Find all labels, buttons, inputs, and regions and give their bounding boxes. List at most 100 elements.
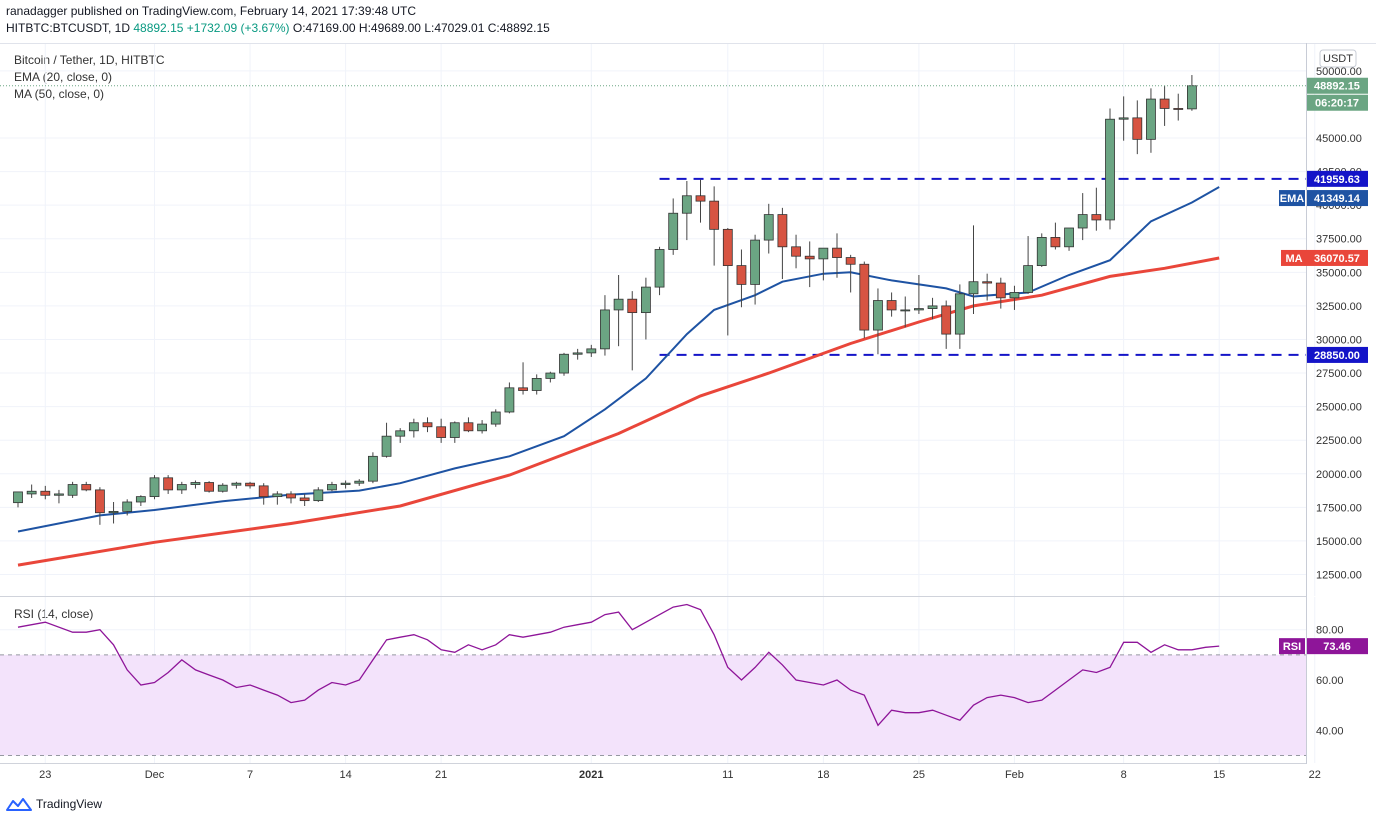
legend-ema[interactable]: EMA (20, close, 0) [14, 70, 113, 84]
candle [286, 491, 296, 504]
candle [463, 417, 474, 433]
candle [886, 292, 897, 317]
time-tick-label: 18 [817, 769, 829, 781]
candle-body [26, 490, 37, 495]
close-value: C:48892.15 [487, 21, 550, 35]
candle-body [982, 281, 993, 284]
candle-body [777, 214, 788, 248]
candle-body [408, 422, 419, 432]
candle-body [709, 200, 720, 230]
legend-ma[interactable]: MA (50, close, 0) [14, 87, 105, 101]
candle [13, 491, 23, 508]
candle [1064, 227, 1074, 251]
candle-body [832, 247, 842, 258]
candle [449, 421, 460, 443]
last-price-badge-box [1307, 77, 1368, 94]
tradingview-logo-icon [6, 798, 32, 811]
candle [954, 284, 965, 349]
ema-badge: 41349.14 [1307, 190, 1368, 207]
candle [190, 480, 201, 489]
top-border [0, 43, 1376, 44]
support-badge: 28850.00 [1307, 346, 1368, 363]
currency-badge: USDT [1319, 49, 1357, 68]
candle-body [504, 387, 515, 413]
candle-body [600, 309, 610, 350]
candle-body [954, 293, 965, 335]
support-badge-text: 28850.00 [1314, 350, 1360, 362]
candle [531, 374, 542, 395]
price-axis[interactable]: 50000.0045000.0042500.0040000.0037500.00… [1316, 66, 1362, 582]
candle [873, 288, 883, 355]
candle-body [81, 484, 92, 491]
candle [586, 344, 597, 357]
candle-body [108, 510, 119, 514]
candle [1118, 96, 1129, 141]
candle [504, 382, 515, 414]
time-axis[interactable]: 23 Dec 7 14 21 2021 11 18 25 Feb 8 15 22 [39, 769, 1321, 781]
support-badge-box [1307, 346, 1368, 363]
candle-body [149, 477, 160, 498]
candle-body [490, 411, 501, 425]
time-tick-label: Dec [145, 769, 165, 781]
candle [1173, 93, 1184, 121]
legend-title: Bitcoin / Tether, 1D, HITBTC [14, 53, 165, 67]
time-tick-label: 21 [435, 769, 447, 781]
candle-body [545, 372, 556, 379]
candle-body [176, 484, 187, 491]
candle [26, 484, 37, 498]
tradingview-watermark[interactable]: TradingView [6, 797, 102, 811]
candle-body [13, 491, 23, 504]
candle [518, 362, 528, 395]
candle-body [873, 300, 883, 331]
candle-body [340, 482, 351, 485]
candle [859, 261, 870, 339]
candle [245, 481, 255, 489]
watermark-label: TradingView [36, 797, 103, 811]
ma-badge-text: 36070.57 [1314, 253, 1360, 265]
candle [340, 480, 351, 489]
candle-body [40, 490, 51, 496]
candle-body [995, 282, 1006, 299]
rsi-line [17, 603, 1220, 727]
candle [818, 247, 829, 281]
candle [108, 501, 119, 524]
rsi-axis[interactable]: 80.00 60.00 40.00 [1316, 625, 1344, 738]
candle [436, 418, 447, 443]
candle [995, 277, 1006, 309]
candle [81, 481, 92, 492]
candle [668, 198, 679, 255]
candle-body [941, 305, 952, 335]
candle-body [1077, 214, 1088, 229]
candle [490, 409, 501, 427]
time-tick-label: Feb [1005, 769, 1024, 781]
candle-body [1132, 117, 1143, 140]
candle [1036, 233, 1047, 267]
ema-badge-box [1307, 190, 1368, 207]
price-tick-label: 37500.00 [1316, 234, 1362, 246]
price-tick-label: 12500.00 [1316, 570, 1362, 582]
candle-body [422, 422, 433, 428]
rsi-badge: 73.46 [1307, 638, 1368, 655]
last-price-badge-text: 48892.15 [1314, 81, 1360, 93]
candle-body [695, 195, 706, 202]
ma-tag-text: MA [1285, 253, 1302, 265]
candle-body [736, 265, 747, 285]
candle-body [518, 387, 528, 391]
ma50-line [17, 256, 1220, 567]
candle-body [1009, 292, 1020, 299]
candle-body [163, 477, 174, 491]
rsi-tag: RSI [1279, 638, 1305, 655]
candle [722, 228, 733, 336]
legend-rsi[interactable]: RSI (14, close) [14, 607, 94, 621]
candle [845, 254, 856, 293]
candle [941, 300, 952, 349]
candle [559, 352, 569, 376]
rsi-tick-label: 80.00 [1316, 625, 1344, 637]
candle [681, 180, 692, 241]
candle [299, 493, 310, 507]
candle [750, 234, 760, 305]
ma-badge: 36070.57 [1307, 249, 1368, 266]
candle-body [845, 257, 856, 265]
candle [327, 481, 337, 492]
